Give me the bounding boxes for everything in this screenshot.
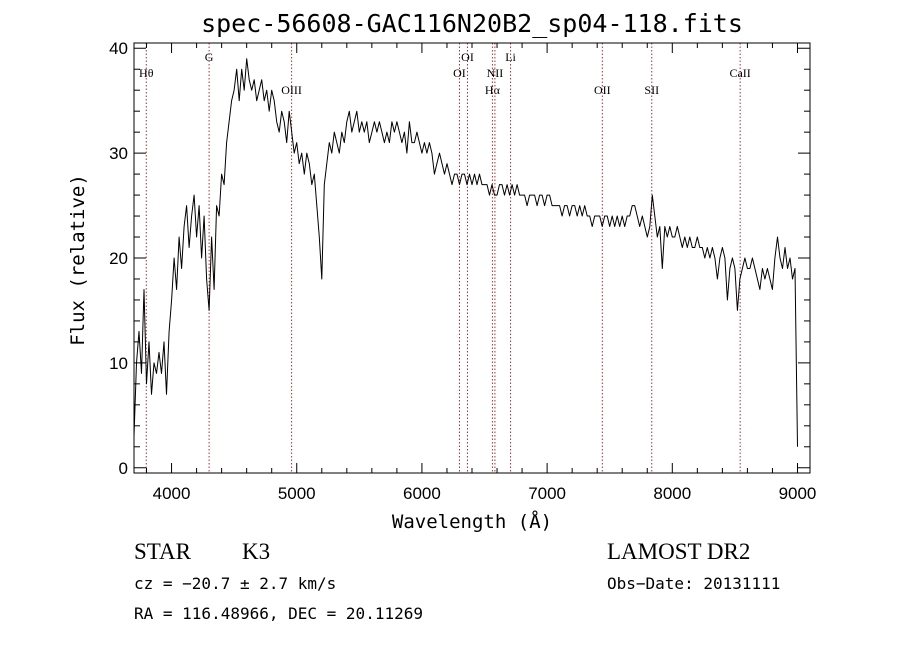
- spectral-line-label-2: OIII: [281, 83, 302, 97]
- survey-label: LAMOST DR2: [607, 539, 750, 564]
- chart-title: spec-56608-GAC116N20B2_sp04-118.fits: [201, 9, 743, 38]
- x-tick-label-7000: 7000: [528, 484, 566, 503]
- plot-frame: [133, 42, 811, 474]
- star-label: STAR: [134, 539, 192, 564]
- spectral-line-label-10: CaII: [729, 66, 750, 80]
- spectral-type: K3: [242, 539, 270, 564]
- y-tick-label-10: 10: [109, 354, 128, 373]
- x-tick-label-6000: 6000: [403, 484, 441, 503]
- x-tick-label-4000: 4000: [153, 484, 191, 503]
- y-tick-label-30: 30: [109, 144, 128, 163]
- spectral-line-label-0: Hθ: [139, 66, 154, 80]
- spectral-line-label-3: OI: [453, 66, 466, 80]
- x-axis-label: Wavelength (Å): [392, 510, 552, 533]
- obs-date: Obs−Date: 20131111: [607, 574, 780, 593]
- spectral-line-label-9: SII: [644, 83, 659, 97]
- coordinates: RA = 116.48966, DEC = 20.11269: [134, 604, 423, 623]
- x-tick-label-8000: 8000: [653, 484, 691, 503]
- spectral-line-label-4: OI: [461, 50, 474, 64]
- spectral-line-label-6: NII: [487, 66, 504, 80]
- spectral-line-label-8: OII: [594, 83, 611, 97]
- spectral-line-label-1: G: [205, 50, 214, 64]
- x-tick-label-9000: 9000: [779, 484, 817, 503]
- y-tick-label-0: 0: [119, 459, 128, 478]
- spectrum-series-0: [133, 58, 798, 447]
- spectral-line-label-5: Hα: [485, 83, 501, 97]
- axes: 4000 5000 6000 7000 8000 9000 0 10 20 30 40: [109, 39, 816, 503]
- y-axis-label: Flux (relative): [67, 174, 89, 346]
- spectral-line-label-7: Li: [505, 50, 516, 64]
- y-tick-label-20: 20: [109, 249, 128, 268]
- cz-value: cz = −20.7 ± 2.7 km/s: [134, 574, 336, 593]
- x-tick-label-5000: 5000: [278, 484, 316, 503]
- y-tick-label-40: 40: [109, 39, 128, 58]
